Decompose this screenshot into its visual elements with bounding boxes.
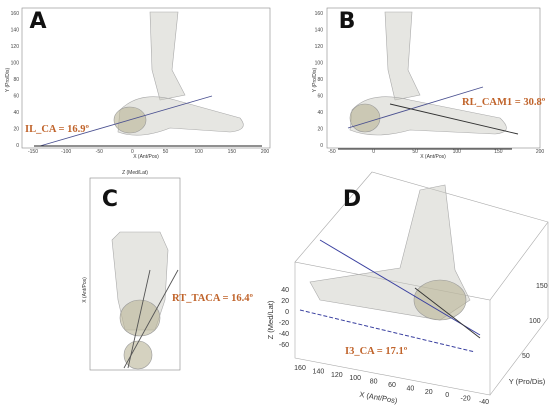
- x-tick-label: 50: [412, 149, 418, 155]
- y-tick-label: 0: [320, 143, 323, 149]
- panel-label: C: [102, 187, 118, 212]
- x-tick-label: 160: [294, 365, 306, 372]
- x-axis-label: Z (Med/Lat): [122, 170, 148, 176]
- angle-line: [319, 239, 481, 336]
- y-axis-label: Y (Pro/Dis): [5, 67, 11, 92]
- x-tick-label: 100: [453, 149, 462, 155]
- y-tick-label: 160: [315, 11, 324, 17]
- x-tick-label: 200: [536, 149, 545, 155]
- x-tick-label: 80: [370, 379, 378, 386]
- box-front: [294, 262, 491, 396]
- z-tick-label: 20: [281, 298, 289, 305]
- bone-calcaneus: [123, 340, 153, 370]
- z-tick-label: -40: [279, 331, 289, 338]
- panel-label: A: [29, 9, 46, 34]
- y-tick-label: 140: [11, 28, 20, 34]
- y-tick-label: 150: [536, 283, 548, 290]
- z-axis-label: Z (Med/Lat): [266, 300, 275, 339]
- angle-annotation: RT_TACA = 16.4º: [172, 293, 253, 304]
- z-tick-label: -20: [279, 320, 289, 327]
- y-tick-label: 20: [13, 127, 19, 133]
- x-tick-label: -50: [328, 149, 335, 155]
- panel-d: [294, 171, 549, 396]
- y-axis-label: X (Ant/Pos): [82, 277, 88, 303]
- x-tick-label: 100: [349, 375, 361, 382]
- y-tick-label: 40: [317, 110, 323, 116]
- y-tick-label: 100: [11, 61, 20, 67]
- y-tick-label: 80: [13, 77, 19, 83]
- panel-a: [21, 7, 271, 149]
- y-tick-label: 40: [13, 110, 19, 116]
- x-tick-label: -20: [461, 396, 471, 403]
- x-axis-label: X (Ant/Pos): [133, 154, 159, 160]
- bone-tibia: [149, 11, 186, 101]
- x-tick-label: -150: [28, 149, 38, 155]
- y-tick-label: 120: [11, 44, 20, 50]
- angle-line: [414, 287, 481, 339]
- panel-label: B: [339, 9, 356, 34]
- x-tick-label: -40: [479, 399, 489, 406]
- angle-annotation: IL_CA = 16.9º: [25, 124, 90, 135]
- y-axis-label: Y (Pro/Dis): [312, 67, 318, 92]
- y-tick-label: 0: [16, 143, 19, 149]
- box-side: [489, 222, 549, 396]
- angle-line: [123, 269, 179, 369]
- angle-line: [39, 95, 213, 147]
- plot-frame: [89, 177, 181, 371]
- y-tick-label: 60: [13, 94, 19, 100]
- y-axis-label: Y (Pro/Dis): [509, 377, 546, 386]
- x-tick-label: 0: [372, 149, 375, 155]
- panel-label: D: [343, 187, 361, 212]
- x-tick-label: 60: [388, 382, 396, 389]
- plot-frame: [21, 7, 271, 149]
- z-tick-label: -60: [279, 342, 289, 349]
- x-tick-label: 20: [425, 389, 433, 396]
- x-tick-label: -50: [96, 149, 103, 155]
- y-tick-label: 60: [317, 94, 323, 100]
- angle-line: [127, 269, 151, 369]
- y-tick-label: 160: [11, 11, 20, 17]
- angle-line: [347, 86, 484, 129]
- x-axis-label: X (Ant/Pos): [359, 390, 399, 406]
- x-tick-label: 200: [261, 149, 270, 155]
- x-tick-label: 150: [228, 149, 237, 155]
- x-tick-label: 150: [494, 149, 503, 155]
- x-tick-label: 40: [407, 385, 415, 392]
- x-tick-label: -100: [61, 149, 71, 155]
- y-tick-label: 100: [315, 61, 324, 67]
- bone-talus: [119, 299, 161, 337]
- x-tick-label: 0: [445, 392, 449, 399]
- bone-foot: [349, 96, 507, 136]
- plot-frame: [326, 7, 541, 149]
- panel-b: [326, 7, 541, 150]
- x-tick-label: 50: [163, 149, 169, 155]
- y-tick-label: 120: [315, 44, 324, 50]
- x-tick-label: 120: [331, 372, 343, 379]
- angle-annotation: RL_CAM1 = 30.8º: [462, 97, 546, 108]
- y-tick-label: 20: [317, 127, 323, 133]
- z-tick-label: 0: [285, 309, 289, 316]
- bone-tibia: [384, 11, 421, 101]
- panel-c: [89, 177, 181, 371]
- x-axis-label: X (Ant/Pos): [420, 154, 446, 160]
- x-tick-label: 100: [195, 149, 204, 155]
- x-tick-label: 140: [313, 368, 325, 375]
- y-tick-label: 50: [522, 353, 530, 360]
- angle-annotation: I3_CA = 17.1º: [345, 346, 408, 357]
- angle-line: [389, 103, 519, 135]
- y-tick-label: 80: [317, 77, 323, 83]
- x-tick-label: 0: [131, 149, 134, 155]
- z-tick-label: 40: [281, 287, 289, 294]
- bone-calcaneus: [349, 103, 381, 133]
- y-tick-label: 140: [315, 28, 324, 34]
- y-tick-label: 100: [529, 318, 541, 325]
- bone-calcaneus: [413, 279, 467, 321]
- bone-foot: [117, 96, 244, 136]
